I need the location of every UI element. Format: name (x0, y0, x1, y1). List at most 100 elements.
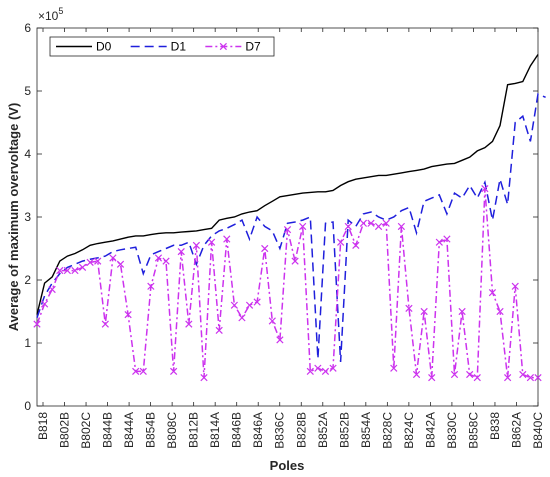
x-tick-label: B844A (122, 412, 136, 448)
data-point-d7 (519, 370, 527, 379)
data-point-d7 (458, 307, 466, 316)
x-tick-label: B836C (273, 412, 287, 449)
data-point-d7 (101, 320, 109, 328)
y-tick-label: 4 (24, 147, 31, 161)
data-point-d7 (428, 374, 436, 382)
data-point-d7 (147, 282, 155, 290)
x-tick-label: B842A (423, 412, 437, 448)
data-point-d7 (466, 370, 474, 379)
x-tick-label: B844B (101, 412, 115, 448)
x-tick-label: B852B (337, 412, 351, 448)
data-point-d7 (306, 367, 314, 375)
data-point-d7 (321, 367, 330, 375)
x-tick-label: B814A (208, 412, 222, 448)
data-point-d7 (488, 288, 497, 297)
data-point-d7 (215, 326, 223, 335)
data-point-d7 (200, 374, 208, 382)
y-tick-label: 3 (24, 210, 31, 224)
y-exponent-power: 5 (58, 6, 63, 16)
data-point-d7 (33, 320, 41, 328)
data-point-d7 (170, 367, 178, 375)
data-point-d7 (291, 257, 299, 265)
x-tick-label: B852A (316, 412, 330, 448)
series-line-d0 (36, 54, 539, 315)
data-point-d7 (435, 238, 443, 246)
data-point-d7 (94, 257, 102, 265)
y-exponent-label: ×105 (38, 6, 63, 23)
data-point-d7 (382, 219, 390, 227)
data-point-d7 (299, 222, 307, 231)
legend: D0 D1 D7 (49, 36, 275, 57)
data-point-d7 (230, 301, 238, 309)
x-tick-label: B824C (402, 412, 416, 449)
data-point-d7 (268, 317, 276, 325)
data-point-d7 (124, 311, 132, 319)
data-point-d7 (337, 238, 345, 246)
legend-label-d7: D7 (245, 40, 261, 54)
data-point-d7 (450, 370, 459, 379)
x-tick-label: B828B (294, 412, 308, 448)
data-point-d7 (374, 222, 383, 231)
data-point-d7 (63, 266, 71, 275)
data-point-d7 (534, 374, 542, 382)
y-tick-label: 6 (24, 21, 31, 35)
data-point-d7 (352, 241, 360, 249)
data-point-d7 (473, 374, 481, 382)
data-point-d7 (496, 307, 504, 316)
data-point-d7 (526, 374, 535, 382)
data-point-d7 (405, 304, 413, 312)
data-point-d7 (139, 367, 147, 375)
data-point-d7 (359, 219, 368, 227)
data-point-d7 (192, 241, 201, 249)
series-layer (33, 54, 546, 382)
data-point-d7 (420, 307, 428, 316)
data-point-d7 (48, 285, 56, 294)
data-point-d7 (78, 263, 87, 272)
data-point-d7 (276, 336, 284, 344)
y-axis-title: Average of maximum overvoltage (V) (6, 103, 21, 332)
y-exponent-base: ×10 (38, 9, 59, 23)
data-point-d7 (223, 235, 231, 243)
data-point-d7 (56, 266, 64, 275)
data-point-d7 (116, 260, 125, 268)
legend-label-d1: D1 (171, 40, 187, 54)
plot-area (36, 27, 539, 407)
legend-label-d0: D0 (96, 40, 112, 54)
x-tick-label: B830C (445, 412, 459, 449)
data-point-d7 (154, 254, 163, 262)
x-tick-label: B854A (359, 412, 373, 448)
data-point-d7 (390, 364, 398, 372)
y-tick-label: 5 (24, 84, 31, 98)
data-point-d7 (71, 266, 79, 275)
data-point-d7 (177, 248, 185, 256)
data-point-d7 (245, 301, 254, 309)
x-tick-label: B862A (509, 412, 523, 448)
data-point-d7 (329, 364, 337, 372)
legend-marker-d7 (219, 42, 227, 51)
x-axis: B818 B802B B802C B844B B844A B854B B808C B812B B… (36, 28, 545, 449)
x-tick-label: B838 (488, 412, 502, 440)
x-tick-label: B854B (144, 412, 158, 448)
x-tick-label: B846A (251, 412, 265, 448)
x-tick-label: B846B (230, 412, 244, 448)
x-tick-label: B808C (165, 412, 179, 449)
data-point-d7 (185, 320, 193, 328)
data-point-d7 (86, 258, 94, 266)
data-point-d7 (511, 282, 519, 290)
series-line-d1 (36, 93, 546, 362)
data-point-d7 (261, 244, 269, 253)
x-tick-label: B818 (36, 412, 50, 440)
data-point-d7 (344, 222, 352, 231)
data-point-d7 (40, 300, 49, 308)
y-tick-label: 2 (24, 273, 31, 287)
x-axis-title: Poles (270, 458, 305, 473)
data-point-d7 (367, 219, 375, 227)
x-tick-label: B828C (380, 412, 394, 449)
x-tick-label: B858C (466, 412, 480, 449)
data-point-d7 (162, 257, 170, 265)
x-tick-label: B802B (58, 412, 72, 448)
data-point-d7 (253, 298, 261, 306)
data-point-d7 (207, 238, 216, 246)
data-point-d7 (504, 374, 512, 382)
